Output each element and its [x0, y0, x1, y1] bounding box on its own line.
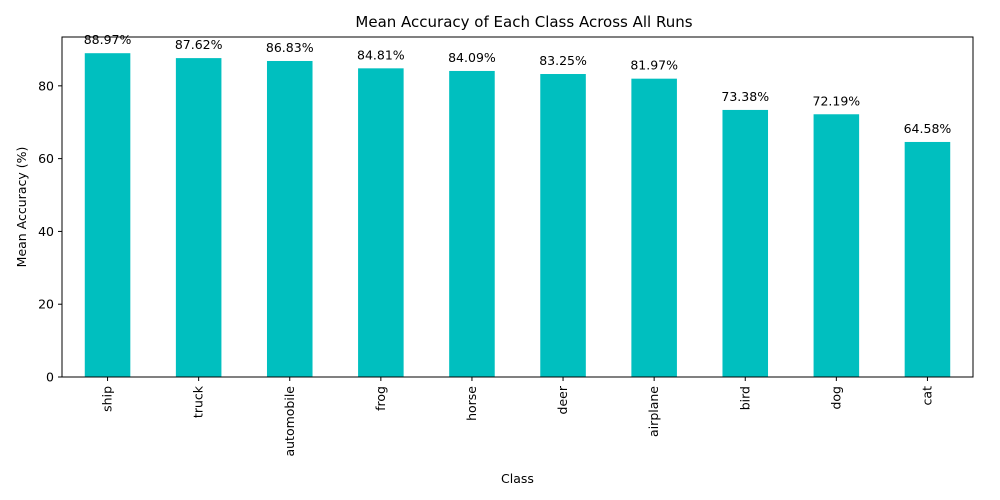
- plot-frame: [61, 36, 974, 378]
- y-tick-label-20: 20: [38, 297, 54, 312]
- value-labels-group: 88.97% 87.62% 86.83% 84.81% 84.09% 83.25% 81.9…: [84, 32, 952, 136]
- bar-ship: [84, 53, 131, 377]
- x-tick-label-airplane: airplane: [646, 386, 661, 437]
- data-label-truck: 87.62%: [175, 37, 223, 52]
- bar-airplane: [631, 78, 677, 377]
- bar-truck: [175, 58, 222, 377]
- bar-cat: [904, 141, 951, 377]
- data-label-ship: 88.97%: [84, 32, 132, 47]
- y-axis-label: Mean Accuracy (%): [14, 147, 29, 268]
- data-label-dog: 72.19%: [813, 93, 861, 108]
- x-tick-label-ship: ship: [100, 386, 115, 412]
- data-label-frog: 84.81%: [357, 47, 405, 62]
- data-label-deer: 83.25%: [539, 53, 587, 68]
- data-label-cat: 64.58%: [904, 121, 952, 136]
- bar-deer: [540, 74, 586, 377]
- bar-frog: [358, 68, 404, 377]
- x-tick-label-cat: cat: [919, 386, 934, 406]
- x-tick-label-deer: deer: [555, 385, 570, 414]
- data-label-airplane: 81.97%: [630, 58, 678, 73]
- y-axis: 0 20 40 60 80: [38, 78, 62, 385]
- x-axis: ship truck automobile frog horse deer airplane…: [100, 377, 934, 457]
- bar-dog: [813, 114, 860, 377]
- chart-title: Mean Accuracy of Each Class Across All R…: [355, 13, 692, 31]
- data-label-automobile: 86.83%: [266, 40, 314, 55]
- bar-bird: [722, 109, 769, 378]
- x-axis-label: Class: [501, 471, 534, 486]
- y-tick-label-80: 80: [38, 78, 54, 93]
- y-tick-label-60: 60: [38, 151, 54, 166]
- bar-horse: [449, 70, 495, 377]
- bar-automobile: [266, 60, 313, 377]
- x-tick-label-frog: frog: [373, 386, 388, 411]
- y-tick-label-40: 40: [38, 224, 54, 239]
- y-tick-label-0: 0: [46, 370, 54, 385]
- data-label-horse: 84.09%: [448, 50, 496, 65]
- x-tick-label-dog: dog: [828, 386, 843, 410]
- bars-group: [84, 53, 951, 378]
- x-tick-label-automobile: automobile: [282, 386, 297, 457]
- x-tick-label-horse: horse: [464, 386, 479, 421]
- x-tick-label-bird: bird: [737, 386, 752, 410]
- data-label-bird: 73.38%: [721, 89, 769, 104]
- x-tick-label-truck: truck: [191, 385, 206, 418]
